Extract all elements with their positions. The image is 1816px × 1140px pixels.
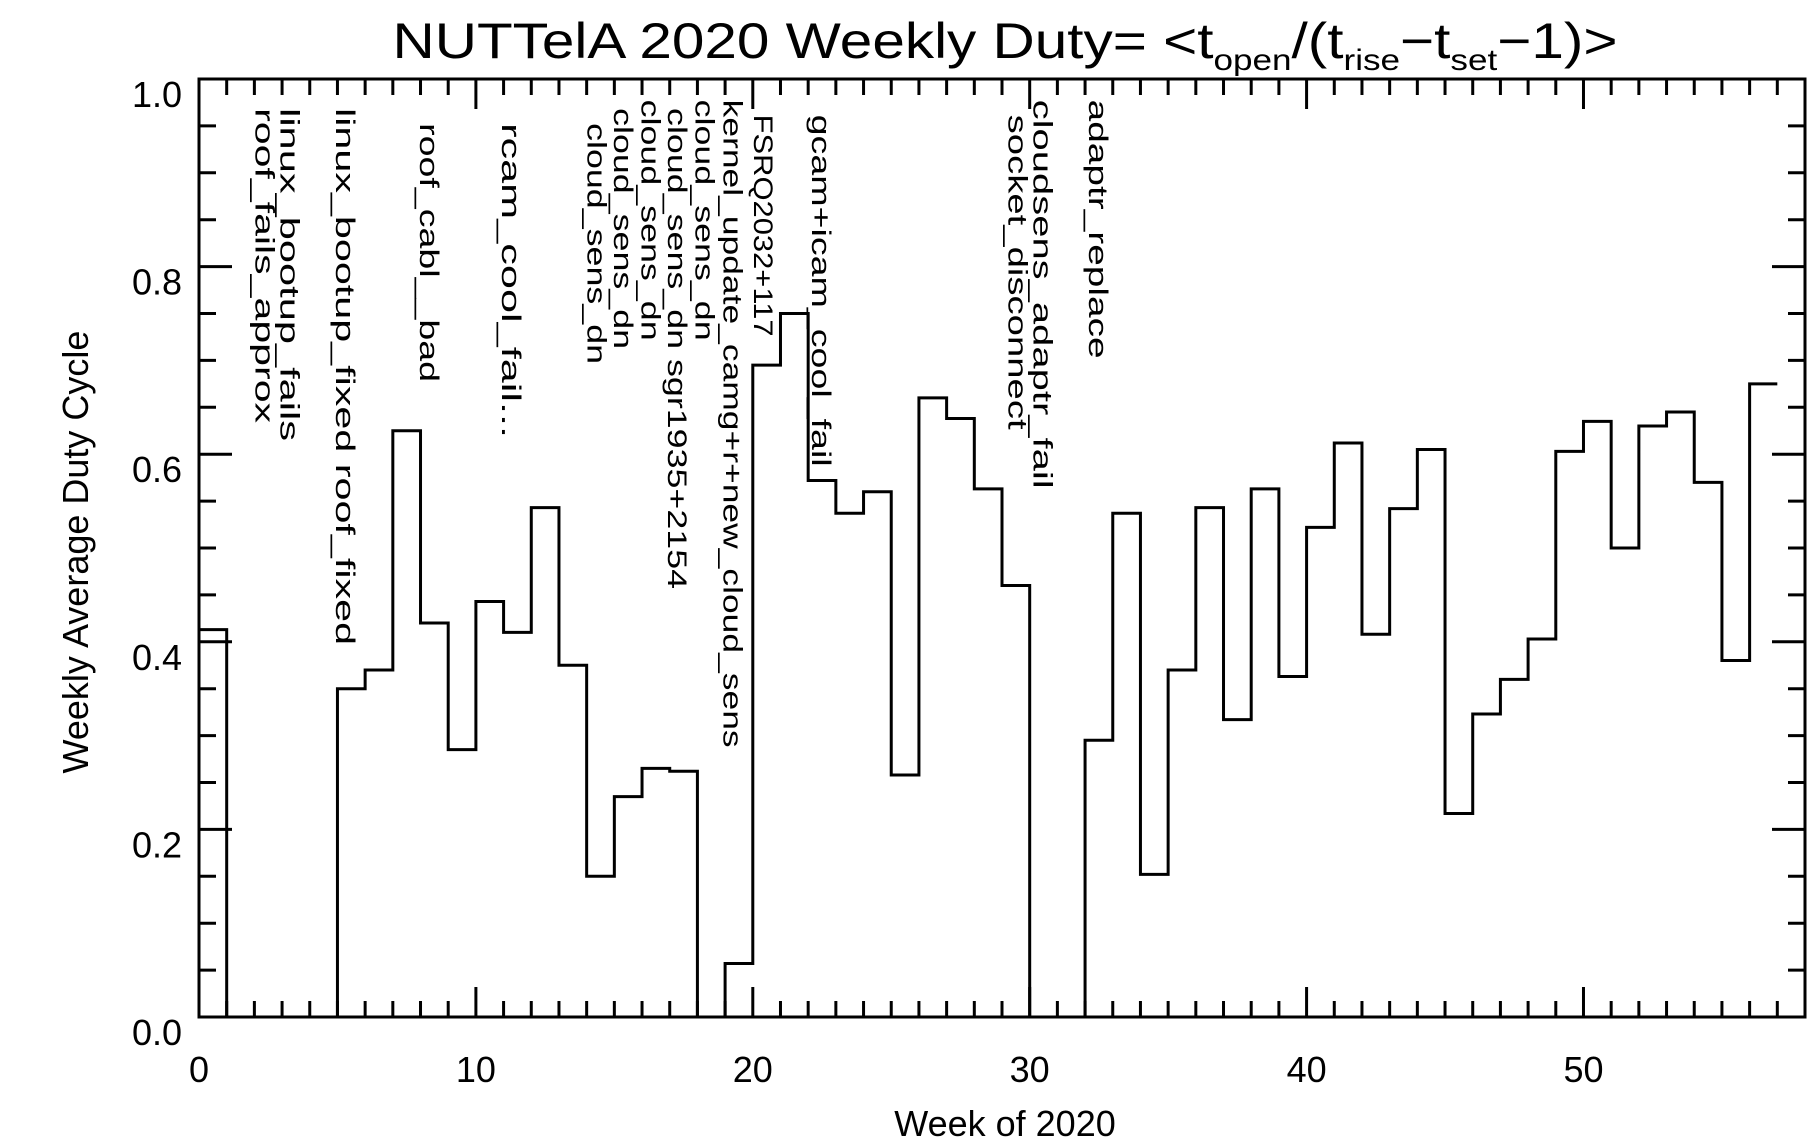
chart-title: NUTTelA 2020 Weekly Duty= <t open/(t rise −… — [393, 13, 1618, 77]
x-tick-label: 20 — [733, 1049, 773, 1090]
annotation-label: linux_bootup_fixed roof_fixed — [330, 108, 360, 645]
annotation-label: kernel_update_camg+r+new_cloud_sens — [717, 100, 747, 748]
x-tick-label: 30 — [1010, 1049, 1050, 1090]
axis-tick-labels: 0 10 20 30 40 50 0.0 0.2 0.4 0.6 0.8 1.0 — [132, 74, 1604, 1090]
axis-ticks — [199, 79, 1805, 1017]
title-end: −1)> — [1497, 13, 1617, 69]
x-tick-label: 40 — [1287, 1049, 1327, 1090]
duty-cycle-step-line — [199, 312, 1778, 1019]
y-tick-label: 1.0 — [132, 74, 182, 115]
y-tick-label: 0.0 — [132, 1012, 182, 1053]
title-sub-rise: rise — [1344, 44, 1401, 77]
annotation-label: roof_cabl__bad — [414, 123, 444, 382]
annotation-label: cloud_sens_dn — [690, 100, 720, 341]
x-axis-label: Week of 2020 — [894, 1103, 1115, 1140]
y-tick-label: 0.4 — [132, 637, 182, 678]
annotation-label: cloud_sens_dn — [636, 100, 666, 341]
annotation-label: cloud_sens_dn — [582, 123, 612, 364]
x-tick-label: 0 — [189, 1049, 209, 1090]
y-tick-label: 0.8 — [132, 262, 182, 303]
title-sub-set: set — [1450, 44, 1498, 77]
annotation-label: adaptr_replace — [1083, 100, 1113, 359]
annotation-label: socket_disconnect — [1003, 115, 1033, 431]
y-tick-label: 0.2 — [132, 824, 182, 865]
x-tick-label: 10 — [456, 1049, 496, 1090]
title-mid1: /(t — [1292, 13, 1344, 69]
annotation-label: gcam+icam_cool_fail — [806, 115, 836, 467]
x-tick-label: 50 — [1563, 1049, 1603, 1090]
annotation-label: cloud_sens_dn sgr1935+2154 — [662, 108, 692, 589]
y-axis-label: Weekly Average Duty Cycle — [55, 331, 96, 774]
title-main: NUTTelA 2020 Weekly Duty= <t — [393, 13, 1214, 69]
annotation-label: FSRQ2032+117 — [748, 115, 778, 337]
annotation-label: cloud_sens_dn — [608, 108, 638, 349]
y-tick-label: 0.6 — [132, 449, 182, 490]
annotation-label: rcam_cool_fail... — [496, 123, 526, 438]
annotation-label: cloudsens_adaptr_fail — [1028, 100, 1058, 489]
annotation-label: linux_bootup_fails — [274, 108, 304, 441]
annotation-label: roof_fails_approx — [249, 108, 279, 424]
title-mid2: −t — [1400, 13, 1451, 69]
title-sub-open: open — [1214, 44, 1292, 77]
plot-frame — [197, 77, 1807, 1019]
